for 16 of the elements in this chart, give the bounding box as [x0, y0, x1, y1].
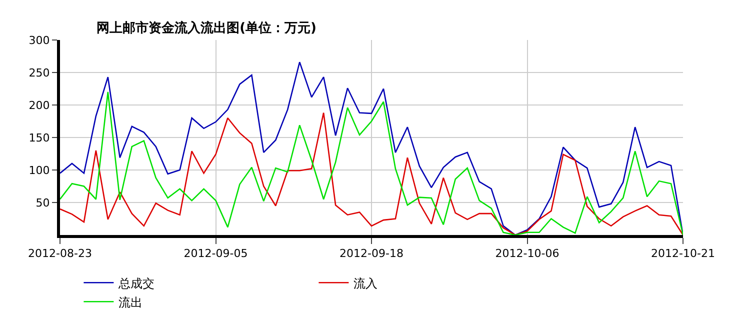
- x-tick-label: 2012-08-23: [28, 247, 92, 260]
- legend-label: 流入: [354, 276, 378, 290]
- x-tick-label: 2012-09-18: [340, 247, 404, 260]
- line-series: [60, 61, 683, 235]
- chart-title: 网上邮市资金流入流出图(单位：万元): [96, 20, 316, 36]
- x-tick-label: 2012-10-21: [651, 247, 715, 260]
- y-tick-label: 200: [28, 98, 50, 112]
- x-tick-label: 2012-09-05: [184, 247, 248, 260]
- y-tick-label: 100: [28, 164, 50, 177]
- y-tick-label: 50: [36, 196, 50, 210]
- legend-label: 流出: [118, 295, 143, 310]
- y-tick-label: 150: [28, 131, 50, 144]
- y-tick-label: 300: [28, 34, 50, 47]
- legend-label: 总成交: [118, 276, 155, 290]
- y-tick-label: 250: [28, 66, 50, 80]
- x-tick-label: 2012-10-06: [495, 247, 560, 260]
